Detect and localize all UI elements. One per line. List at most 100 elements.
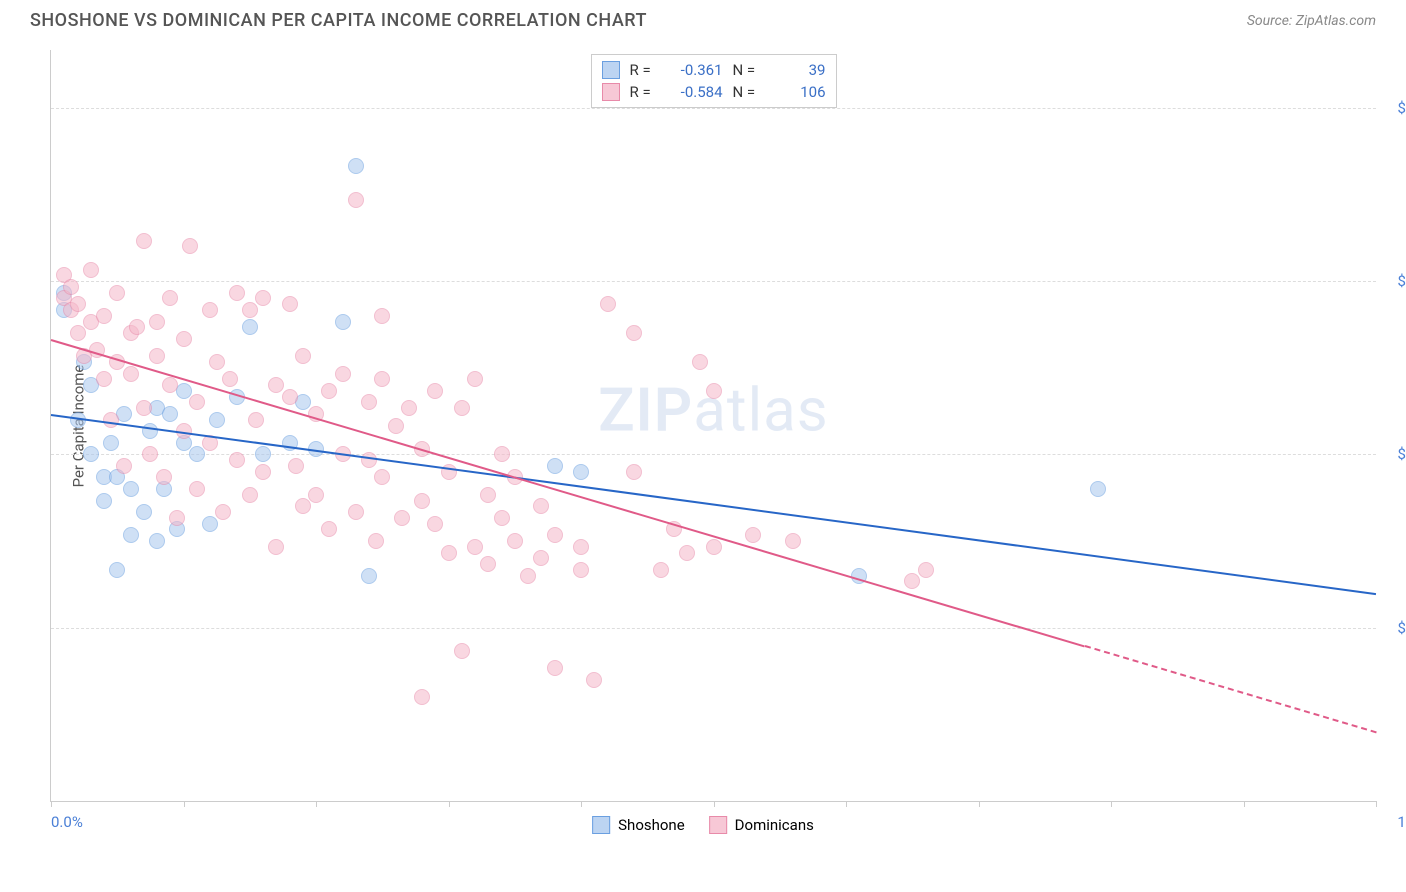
data-point [441, 545, 457, 561]
data-point [692, 354, 708, 370]
legend-row: R =-0.584N =106 [598, 81, 830, 103]
data-point [123, 366, 139, 382]
legend-n-label: N = [733, 83, 761, 101]
data-point [533, 550, 549, 566]
data-point [70, 325, 86, 341]
data-point [653, 562, 669, 578]
data-point [189, 481, 205, 497]
data-point [706, 383, 722, 399]
data-point [63, 279, 79, 295]
data-point [348, 192, 364, 208]
data-point [70, 296, 86, 312]
data-point [494, 510, 510, 526]
data-point [547, 458, 563, 474]
data-point [83, 446, 99, 462]
data-point [547, 660, 563, 676]
data-point [361, 568, 377, 584]
data-point [374, 469, 390, 485]
data-point [520, 568, 536, 584]
legend-row: R =-0.361N =39 [598, 59, 830, 81]
x-tick-mark [1376, 801, 1377, 807]
data-point [202, 516, 218, 532]
data-point [268, 377, 284, 393]
data-point [507, 533, 523, 549]
gridline [51, 454, 1376, 455]
y-tick-label: $60,000 [1381, 99, 1406, 117]
legend-swatch [602, 61, 620, 79]
data-point [142, 423, 158, 439]
data-point [348, 504, 364, 520]
data-point [480, 487, 496, 503]
chart-title: SHOSHONE VS DOMINICAN PER CAPITA INCOME … [30, 10, 647, 31]
data-point [533, 498, 549, 514]
data-point [215, 504, 231, 520]
data-point [103, 435, 119, 451]
correlation-legend: R =-0.361N =39R =-0.584N =106 [591, 54, 837, 108]
y-tick-label: $30,000 [1381, 445, 1406, 463]
data-point [136, 400, 152, 416]
data-point [427, 383, 443, 399]
legend-r-label: R = [630, 83, 658, 101]
data-point [162, 377, 178, 393]
data-point [116, 458, 132, 474]
data-point [600, 296, 616, 312]
data-point [222, 371, 238, 387]
x-tick-mark [1244, 801, 1245, 807]
gridline [51, 281, 1376, 282]
data-point [454, 400, 470, 416]
data-point [96, 493, 112, 509]
data-point [427, 516, 443, 532]
data-point [136, 233, 152, 249]
data-point [229, 285, 245, 301]
x-tick-mark [581, 801, 582, 807]
data-point [282, 296, 298, 312]
data-point [414, 689, 430, 705]
x-tick-mark [51, 801, 52, 807]
data-point [123, 527, 139, 543]
data-point [480, 556, 496, 572]
data-point [494, 446, 510, 462]
data-point [229, 452, 245, 468]
data-point [361, 394, 377, 410]
data-point [454, 643, 470, 659]
data-point [368, 533, 384, 549]
data-point [109, 285, 125, 301]
data-point [142, 446, 158, 462]
data-point [321, 383, 337, 399]
data-point [162, 290, 178, 306]
data-point [202, 302, 218, 318]
data-point [123, 481, 139, 497]
plot-canvas [51, 50, 1376, 801]
legend-n-label: N = [733, 61, 761, 79]
source-label: Source: ZipAtlas.com [1247, 13, 1376, 29]
data-point [361, 452, 377, 468]
data-point [467, 539, 483, 555]
data-point [96, 308, 112, 324]
legend-swatch [602, 83, 620, 101]
data-point [573, 464, 589, 480]
data-point [785, 533, 801, 549]
legend-item: Shoshone [592, 816, 685, 834]
data-point [295, 498, 311, 514]
y-tick-label: $15,000 [1381, 619, 1406, 637]
data-point [149, 314, 165, 330]
legend-r-value: -0.584 [668, 83, 723, 101]
x-tick-mark [449, 801, 450, 807]
data-point [388, 418, 404, 434]
data-point [242, 487, 258, 503]
data-point [209, 412, 225, 428]
data-point [918, 562, 934, 578]
data-point [374, 371, 390, 387]
x-tick-mark [979, 801, 980, 807]
data-point [189, 394, 205, 410]
legend-swatch [709, 816, 727, 834]
data-point [149, 348, 165, 364]
x-label-start: 0.0% [51, 813, 83, 831]
x-tick-mark [184, 801, 185, 807]
data-point [136, 504, 152, 520]
data-point [348, 158, 364, 174]
data-point [255, 290, 271, 306]
header: SHOSHONE VS DOMINICAN PER CAPITA INCOME … [0, 0, 1406, 37]
trend-line-dashed [1084, 645, 1376, 733]
data-point [268, 539, 284, 555]
